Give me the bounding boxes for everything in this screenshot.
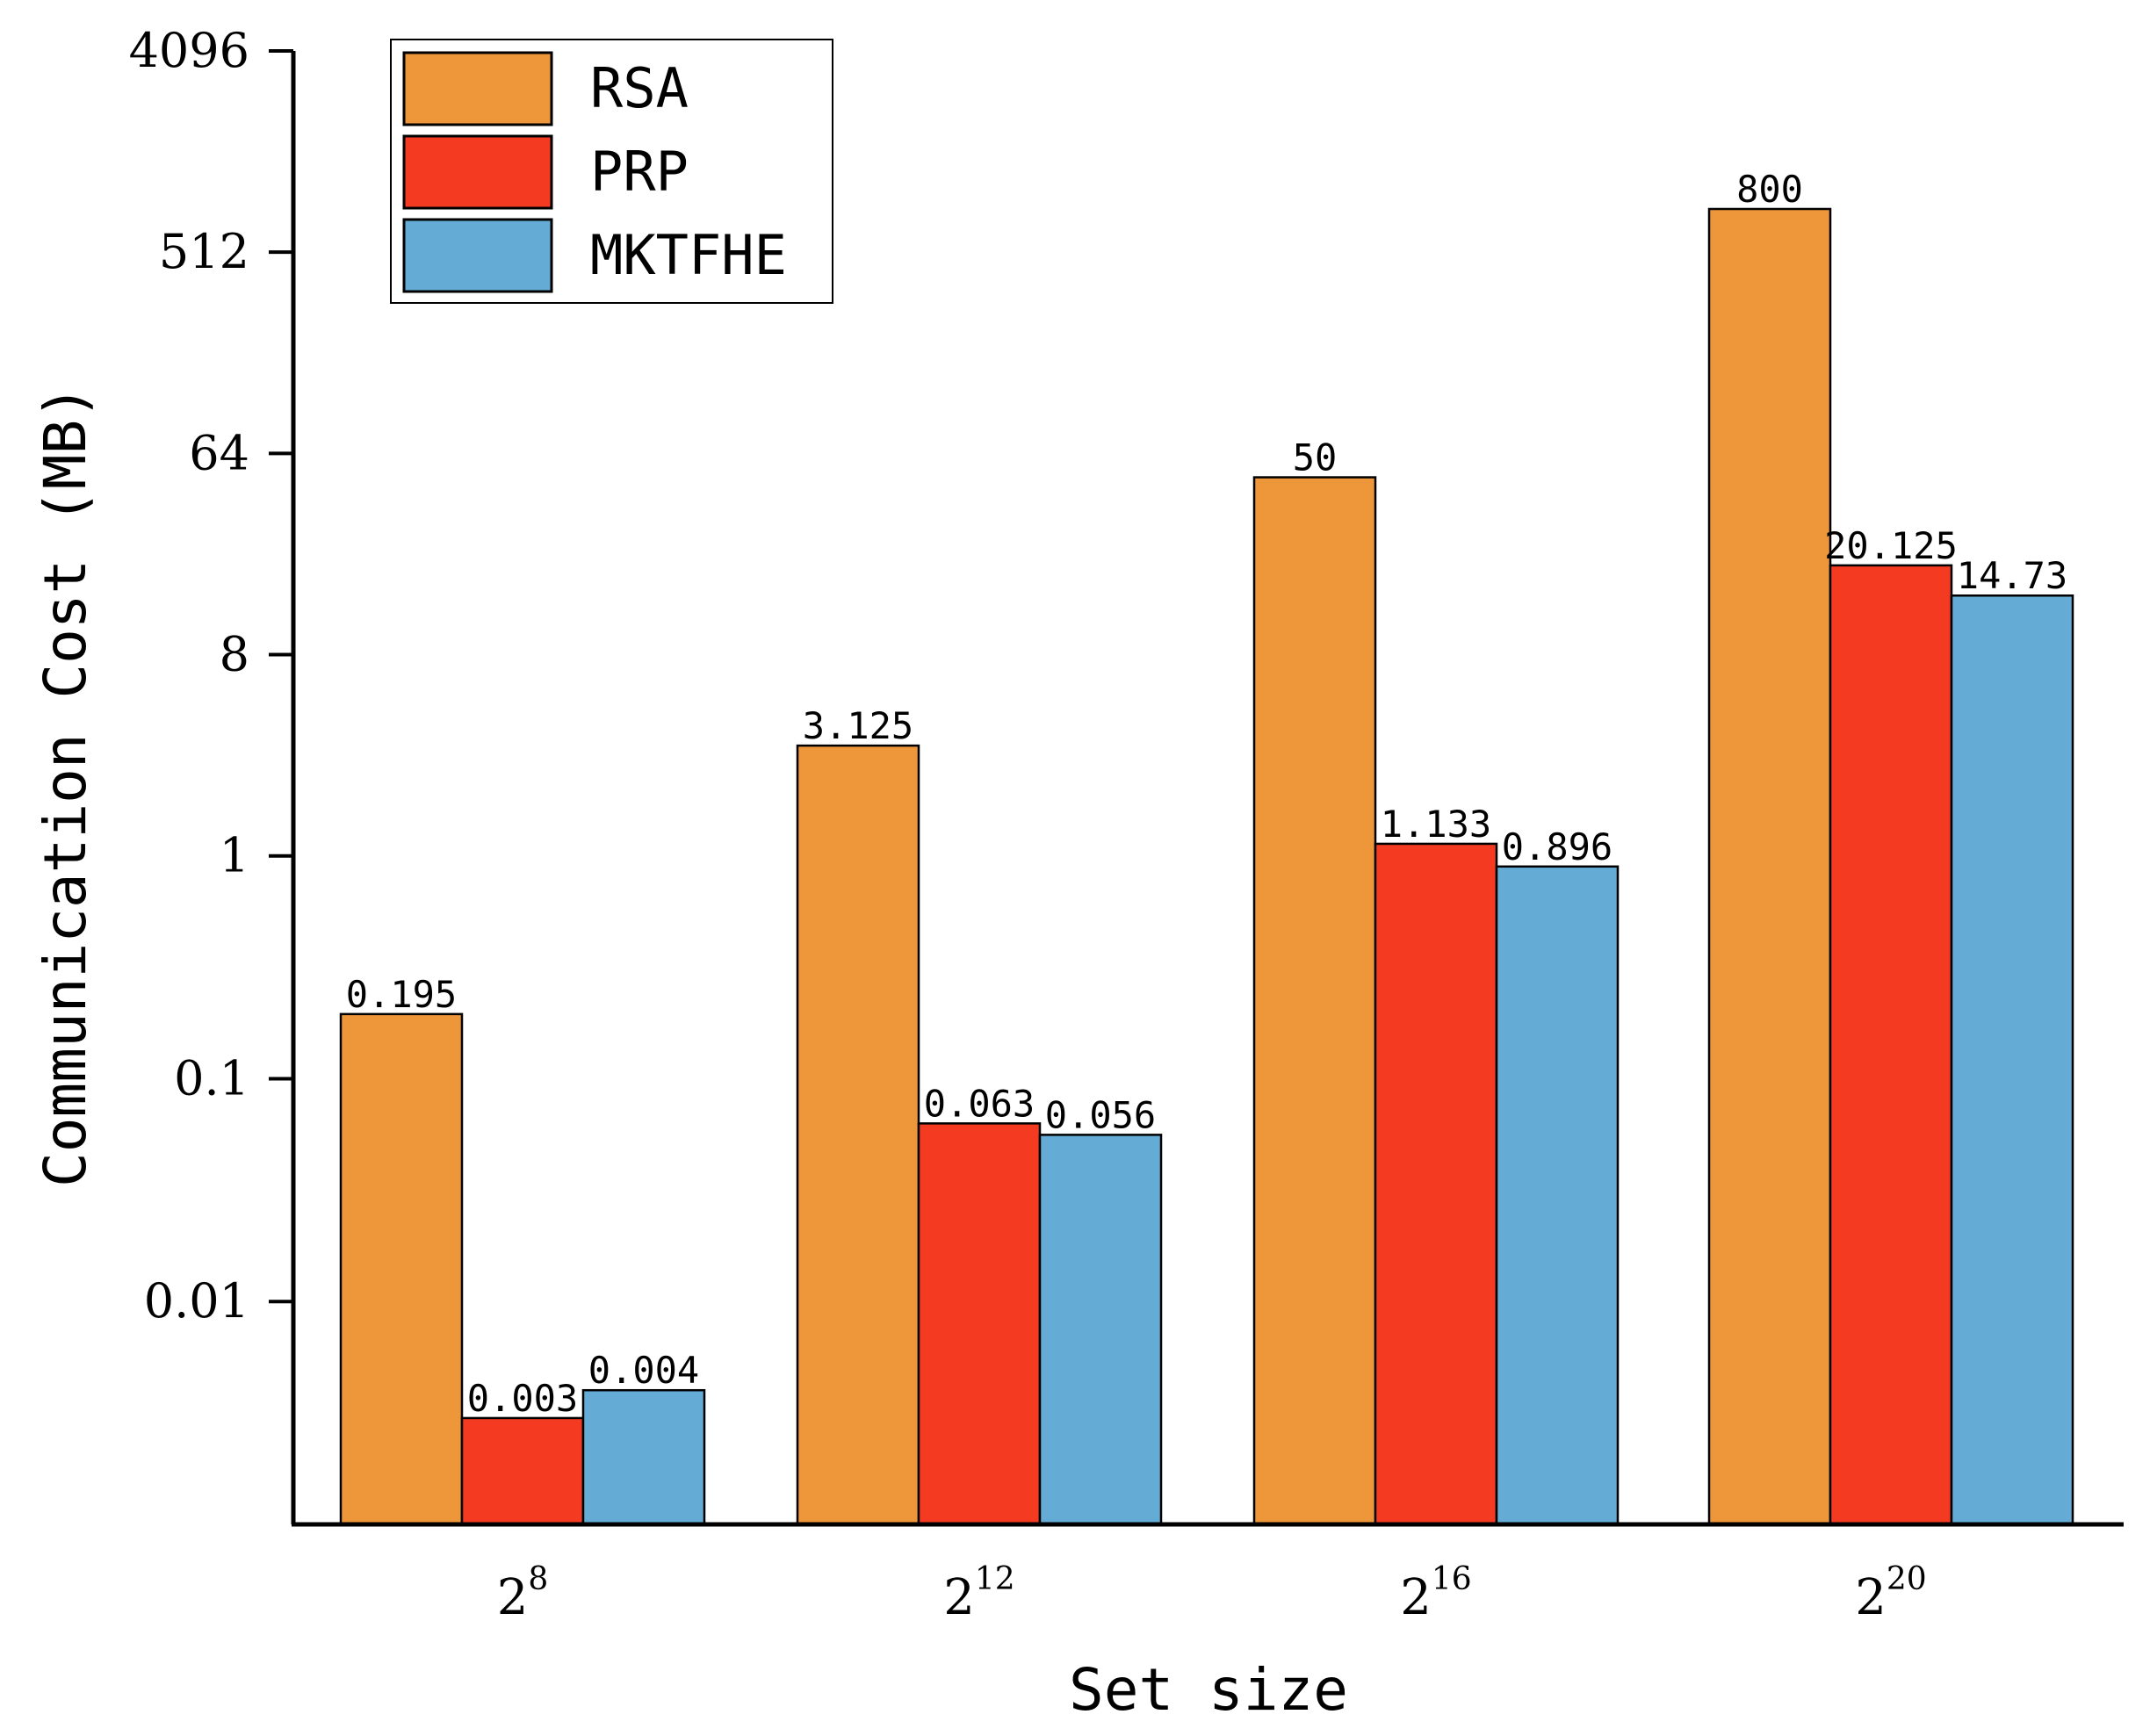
bar-rsa-1	[796, 744, 920, 1526]
bar-value-label: 3.125	[803, 704, 913, 747]
y-tick-label: 8	[220, 627, 249, 682]
y-ticks-layer: 4096 512 64 8 1 0.1 0.01	[129, 23, 293, 1329]
y-tick-label: 4096	[129, 23, 249, 78]
bar-value-label: 0.003	[467, 1377, 578, 1420]
bar-value-label: 0.195	[346, 973, 457, 1016]
y-tick-label: 1	[220, 828, 249, 883]
legend-swatch-mktfhe	[402, 218, 553, 293]
bar-value-label: 0.056	[1045, 1093, 1156, 1136]
axes-layer	[291, 51, 2124, 1527]
legend: RSA PRP MKTFHE	[390, 39, 833, 304]
bar-rsa-0	[339, 1012, 464, 1526]
bar-labels-layer: 0.195 3.125 50 800 0.003 0.063 1.133 20.125 0.00…	[346, 168, 2067, 1420]
bar-value-label: 50	[1293, 436, 1338, 479]
x-tick-label: 220	[1855, 1561, 1926, 1626]
x-tick-label: 212	[943, 1561, 1014, 1626]
legend-entries: RSA PRP MKTFHE	[402, 51, 787, 293]
bar-value-label: 20.125	[1824, 524, 1958, 567]
y-axis-label: Communication Cost (MB)	[32, 385, 99, 1187]
bar-prp-1	[917, 1122, 1042, 1526]
legend-swatch-rsa	[402, 51, 553, 126]
x-tick-label: 28	[497, 1561, 549, 1626]
y-tick-label: 0.01	[144, 1273, 249, 1329]
legend-swatch-prp	[402, 134, 553, 210]
bar-value-label: 0.063	[924, 1082, 1035, 1125]
bar-mktfhe-2	[1495, 865, 1620, 1526]
legend-label-rsa: RSA	[590, 56, 689, 120]
bar-prp-0	[460, 1416, 585, 1526]
bar-prp-3	[1829, 564, 1953, 1526]
y-tick-label: 512	[159, 224, 249, 279]
bar-prp-2	[1374, 842, 1498, 1526]
bar-value-label: 1.133	[1381, 803, 1491, 846]
y-tick-label: 0.1	[174, 1050, 249, 1106]
x-tick-label: 216	[1400, 1561, 1471, 1626]
bar-rsa-3	[1707, 207, 1832, 1526]
bar-value-label: 14.73	[1957, 554, 2067, 597]
x-ticks-layer: 28 212 216 220	[497, 1561, 1927, 1626]
bar-value-label: 800	[1736, 168, 1803, 211]
legend-label-prp: PRP	[590, 140, 689, 204]
bar-mktfhe-3	[1950, 594, 2074, 1526]
bar-value-label: 0.004	[588, 1349, 699, 1392]
bar-mktfhe-0	[581, 1388, 706, 1526]
bar-mktfhe-1	[1038, 1134, 1163, 1526]
bar-value-label: 0.896	[1502, 825, 1612, 868]
legend-label-mktfhe: MKTFHE	[590, 223, 787, 287]
bars-layer	[339, 207, 2074, 1526]
bar-rsa-2	[1252, 476, 1377, 1526]
x-axis-label: Set size	[1069, 1656, 1348, 1724]
y-tick-label: 64	[189, 425, 249, 480]
